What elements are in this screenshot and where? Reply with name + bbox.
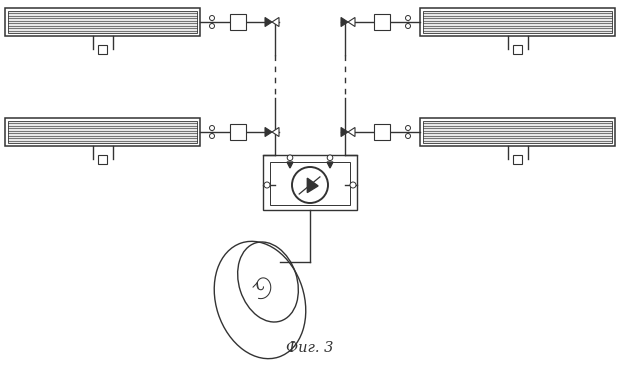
- Bar: [8, 11, 197, 33]
- Text: Фиг. 3: Фиг. 3: [286, 341, 334, 355]
- Circle shape: [210, 15, 215, 20]
- Circle shape: [292, 167, 328, 203]
- Bar: [263, 155, 357, 210]
- Circle shape: [327, 155, 333, 161]
- Bar: [420, 8, 615, 36]
- Bar: [8, 121, 197, 143]
- Polygon shape: [327, 162, 333, 168]
- Bar: [423, 11, 612, 33]
- Circle shape: [405, 134, 410, 138]
- Polygon shape: [308, 178, 318, 193]
- Polygon shape: [348, 127, 355, 137]
- Bar: [420, 118, 615, 146]
- Polygon shape: [272, 18, 279, 27]
- Circle shape: [210, 126, 215, 131]
- Polygon shape: [265, 18, 272, 27]
- Polygon shape: [341, 127, 348, 137]
- Bar: [230, 14, 246, 30]
- Circle shape: [264, 182, 270, 188]
- Bar: [5, 8, 200, 36]
- Bar: [270, 162, 350, 205]
- Bar: [230, 124, 246, 140]
- Circle shape: [287, 155, 293, 161]
- Bar: [98, 45, 107, 53]
- Bar: [98, 154, 107, 164]
- Circle shape: [210, 23, 215, 29]
- Polygon shape: [272, 127, 279, 137]
- Circle shape: [405, 126, 410, 131]
- Bar: [374, 14, 390, 30]
- Polygon shape: [287, 162, 293, 168]
- Bar: [513, 45, 522, 53]
- Bar: [5, 118, 200, 146]
- Polygon shape: [341, 18, 348, 27]
- Polygon shape: [348, 18, 355, 27]
- Circle shape: [405, 23, 410, 29]
- Bar: [513, 154, 522, 164]
- Circle shape: [350, 182, 356, 188]
- Polygon shape: [265, 127, 272, 137]
- Circle shape: [405, 15, 410, 20]
- Circle shape: [210, 134, 215, 138]
- Bar: [423, 121, 612, 143]
- Bar: [374, 124, 390, 140]
